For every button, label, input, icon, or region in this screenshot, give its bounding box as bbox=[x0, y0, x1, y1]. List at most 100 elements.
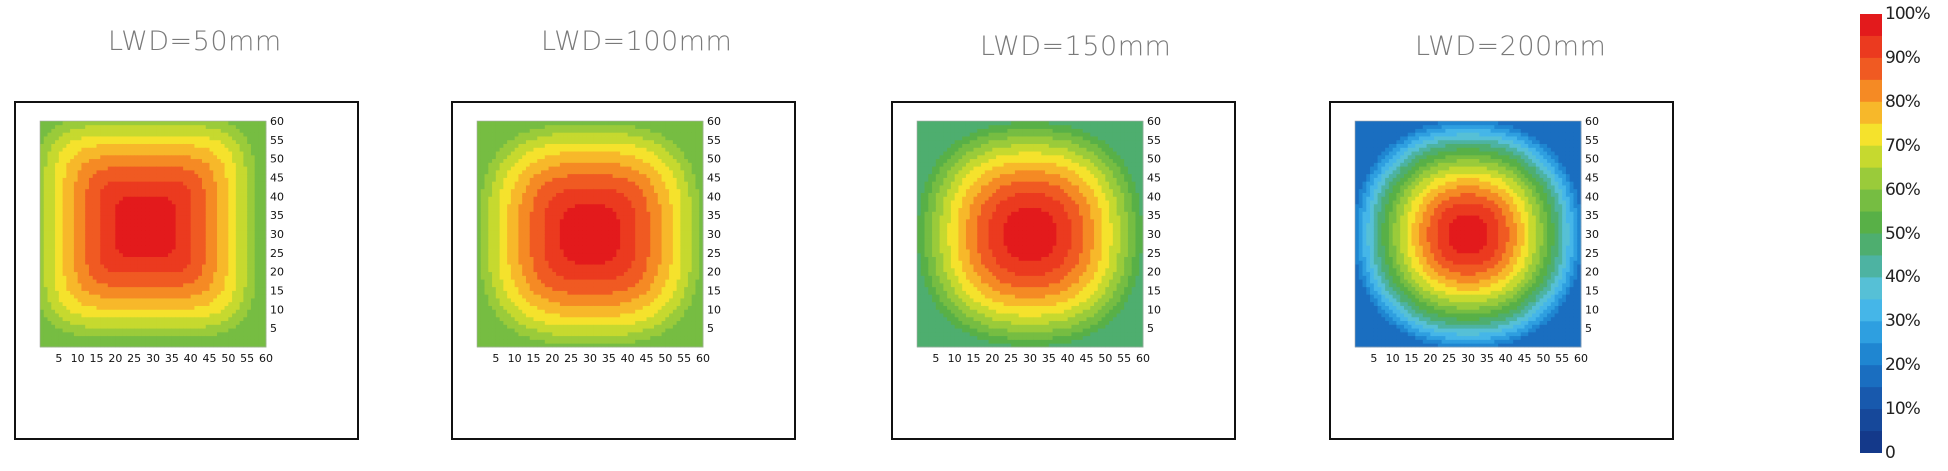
heatmap-cell bbox=[122, 237, 128, 242]
heatmap-cell bbox=[228, 331, 233, 337]
heatmap-cell bbox=[62, 147, 67, 152]
heatmap-cell bbox=[201, 335, 207, 340]
heatmap-cell bbox=[217, 203, 222, 209]
heatmap-cell bbox=[171, 177, 176, 182]
heatmap-cell bbox=[55, 121, 60, 126]
heatmap-cell bbox=[477, 215, 482, 220]
heatmap-cell bbox=[190, 181, 195, 186]
heatmap-cell bbox=[544, 162, 549, 167]
heatmap-cell bbox=[537, 132, 542, 137]
heatmap-cell bbox=[484, 271, 489, 276]
heatmap-cell bbox=[58, 169, 63, 175]
heatmap-cell bbox=[175, 241, 180, 246]
heatmap-cell bbox=[518, 286, 523, 291]
heatmap-cell bbox=[100, 241, 105, 246]
heatmap-cell bbox=[495, 203, 500, 209]
heatmap-cell bbox=[533, 260, 538, 265]
heatmap-cell bbox=[134, 158, 139, 163]
heatmap-cell bbox=[228, 230, 233, 235]
heatmap-cell bbox=[62, 234, 67, 239]
heatmap-cell bbox=[194, 136, 199, 141]
heatmap-cell bbox=[228, 181, 233, 186]
heatmap-cell bbox=[499, 343, 504, 348]
heatmap-cell bbox=[100, 335, 105, 340]
heatmap-cell bbox=[164, 343, 169, 348]
heatmap-cell bbox=[40, 298, 45, 303]
heatmap-cell bbox=[220, 328, 225, 333]
heatmap-cell bbox=[160, 154, 165, 160]
heatmap-cell bbox=[47, 151, 52, 156]
heatmap-cell bbox=[134, 230, 139, 235]
heatmap-cell bbox=[175, 139, 180, 144]
heatmap-cell bbox=[164, 154, 169, 160]
heatmap-cell bbox=[488, 215, 493, 220]
heatmap-cell bbox=[70, 158, 75, 163]
heatmap-cell bbox=[537, 331, 542, 337]
heatmap-cell bbox=[62, 275, 67, 280]
heatmap-cell bbox=[525, 286, 531, 291]
heatmap-cell bbox=[168, 147, 173, 152]
heatmap-cell bbox=[477, 230, 482, 235]
heatmap-cell bbox=[209, 267, 214, 273]
heatmap-cell bbox=[88, 215, 94, 220]
heatmap-cell bbox=[217, 196, 222, 201]
heatmap-cell bbox=[510, 339, 516, 344]
heatmap-cell bbox=[55, 139, 60, 144]
heatmap-cell bbox=[134, 166, 139, 171]
heatmap-cell bbox=[198, 271, 203, 276]
heatmap-cell bbox=[507, 139, 512, 144]
heatmap-cell bbox=[183, 177, 188, 182]
heatmap-cell bbox=[145, 222, 150, 227]
heatmap-cell bbox=[239, 320, 244, 325]
x-tick-label: 35 bbox=[165, 352, 179, 365]
heatmap-cell bbox=[220, 286, 225, 291]
heatmap-cell bbox=[156, 237, 161, 242]
heatmap-cell bbox=[201, 162, 207, 167]
heatmap-cell bbox=[130, 320, 135, 325]
heatmap-cell bbox=[518, 275, 523, 280]
heatmap-cell bbox=[156, 181, 161, 186]
heatmap-cell bbox=[107, 298, 112, 303]
heatmap-cell bbox=[492, 294, 497, 299]
heatmap-cell bbox=[111, 169, 116, 175]
heatmap-cell bbox=[228, 124, 233, 129]
heatmap-cell bbox=[55, 305, 60, 310]
heatmap-cell bbox=[232, 154, 237, 160]
heatmap-cell bbox=[107, 177, 112, 182]
heatmap-cell bbox=[258, 121, 263, 126]
heatmap-cell bbox=[55, 331, 60, 337]
heatmap-cell bbox=[243, 173, 248, 178]
heatmap-cell bbox=[153, 222, 158, 227]
heatmap-cell bbox=[186, 188, 192, 193]
heatmap-cell bbox=[559, 196, 565, 201]
heatmap-cell bbox=[153, 249, 158, 254]
heatmap-cell bbox=[224, 226, 229, 231]
heatmap-cell bbox=[220, 132, 225, 137]
heatmap-cell bbox=[77, 200, 82, 205]
heatmap-cell bbox=[47, 124, 52, 129]
heatmap-cell bbox=[495, 301, 500, 306]
heatmap-cell bbox=[239, 173, 244, 178]
heatmap-cell bbox=[224, 166, 229, 171]
heatmap-cell bbox=[499, 177, 504, 182]
heatmap-cell bbox=[168, 139, 173, 144]
heatmap-cell bbox=[70, 313, 75, 318]
heatmap-cell bbox=[262, 316, 267, 322]
heatmap-cell bbox=[62, 237, 67, 242]
heatmap-cell bbox=[58, 294, 63, 299]
heatmap-cell bbox=[88, 294, 94, 299]
heatmap-cell bbox=[81, 192, 86, 197]
heatmap-cell bbox=[126, 121, 131, 126]
heatmap-cell bbox=[488, 301, 493, 306]
heatmap-cell bbox=[232, 211, 237, 216]
heatmap-cell bbox=[510, 211, 516, 216]
heatmap-cell bbox=[164, 260, 169, 265]
heatmap-cell bbox=[507, 305, 512, 310]
heatmap-cell bbox=[51, 324, 56, 329]
heatmap-cell bbox=[179, 215, 184, 220]
heatmap-cell bbox=[194, 279, 199, 284]
heatmap-cell bbox=[522, 222, 527, 227]
heatmap-cell bbox=[190, 218, 195, 224]
heatmap-cell bbox=[111, 267, 116, 273]
heatmap-cell bbox=[507, 211, 512, 216]
